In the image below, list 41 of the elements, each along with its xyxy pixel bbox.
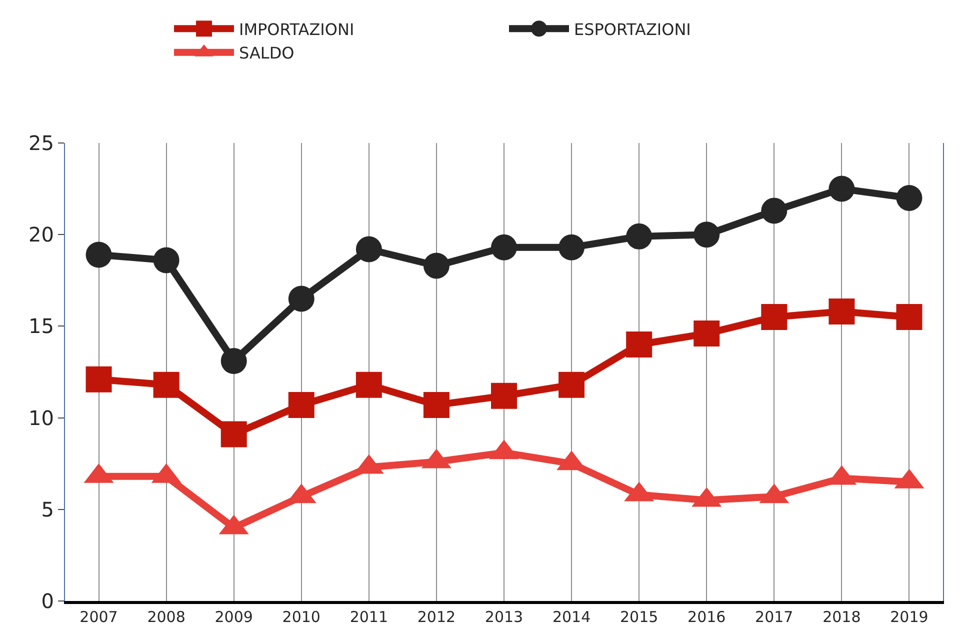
point [86,242,112,268]
legend-label: IMPORTAZIONI [239,20,354,39]
point [828,176,855,202]
x-tick-label: 2014 [552,608,591,626]
y-tick-label: 25 [28,131,54,155]
x-tick-label: 2018 [822,608,861,626]
y-tick-label: 10 [28,406,54,430]
point [491,234,517,260]
point [356,236,382,262]
point [423,252,450,279]
x-tick-label: 2017 [755,608,794,626]
point [828,298,855,325]
point [220,348,247,374]
legend-label: SALDO [239,44,294,63]
x-tick-label: 2019 [890,608,928,626]
y-tick-label: 0 [41,589,54,613]
x-tick-label: 2008 [147,608,186,626]
y-tick-label: 20 [28,222,54,247]
point [896,184,922,211]
point [153,247,180,274]
point [288,286,314,312]
point [626,332,652,358]
y-tick-label: 15 [28,314,54,338]
x-tick-label: 2015 [620,608,658,626]
point [896,304,922,330]
x-tick-label: 2013 [484,608,524,626]
point [761,304,788,330]
x-tick-label: 2010 [282,608,320,626]
point [86,366,112,392]
x-tick-label: 2011 [350,608,388,626]
legend-label: ESPORTAZIONI [574,20,691,39]
point [761,198,788,224]
point [694,320,720,347]
y-tick-label: 5 [41,497,54,522]
point [626,223,652,250]
x-tick-label: 2012 [417,608,456,626]
x-tick-label: 2007 [80,608,118,626]
x-tick-label: 2016 [688,608,726,626]
point [694,222,720,248]
point [558,234,585,260]
x-tick-label: 2009 [214,608,253,626]
